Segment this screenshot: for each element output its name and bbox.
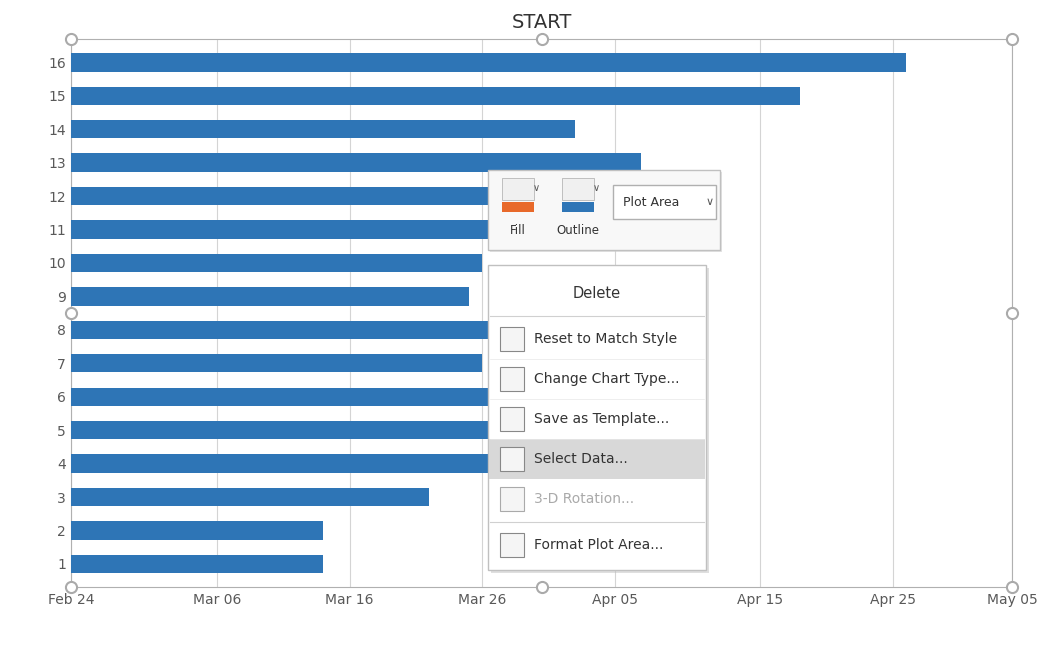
FancyBboxPatch shape <box>500 367 524 391</box>
FancyBboxPatch shape <box>500 327 524 351</box>
FancyBboxPatch shape <box>500 407 524 431</box>
FancyBboxPatch shape <box>500 447 524 471</box>
Text: Change Chart Type...: Change Chart Type... <box>534 372 680 386</box>
FancyBboxPatch shape <box>488 265 706 570</box>
Text: Reset to Match Style: Reset to Match Style <box>534 332 677 346</box>
FancyBboxPatch shape <box>490 172 722 252</box>
Bar <box>71 521 324 540</box>
Bar <box>71 254 482 272</box>
Title: START: START <box>512 13 572 32</box>
Bar <box>71 86 800 105</box>
Text: Select Data...: Select Data... <box>534 452 627 466</box>
Text: 3-D Rotation...: 3-D Rotation... <box>534 492 634 506</box>
Bar <box>71 321 641 339</box>
FancyBboxPatch shape <box>502 178 534 200</box>
Text: ∨: ∨ <box>533 183 539 193</box>
Bar <box>71 53 906 71</box>
FancyBboxPatch shape <box>562 178 594 200</box>
FancyBboxPatch shape <box>562 202 594 212</box>
FancyBboxPatch shape <box>500 533 524 557</box>
FancyBboxPatch shape <box>488 170 720 250</box>
FancyBboxPatch shape <box>491 268 709 573</box>
Text: ∨: ∨ <box>593 183 599 193</box>
Bar <box>71 187 641 205</box>
Text: Plot Area: Plot Area <box>623 195 679 208</box>
Bar <box>71 221 641 239</box>
Bar <box>71 454 509 473</box>
Bar <box>71 387 509 406</box>
FancyBboxPatch shape <box>613 185 716 219</box>
Bar <box>71 555 324 573</box>
Text: Delete: Delete <box>573 286 621 300</box>
FancyBboxPatch shape <box>500 487 524 511</box>
Bar <box>71 288 469 306</box>
Text: Format Plot Area...: Format Plot Area... <box>534 538 663 552</box>
FancyBboxPatch shape <box>489 439 705 479</box>
Text: ∨: ∨ <box>706 197 714 207</box>
Text: Fill: Fill <box>510 223 526 236</box>
Bar <box>71 421 522 439</box>
Bar <box>71 354 482 373</box>
Text: Save as Template...: Save as Template... <box>534 412 669 426</box>
Bar <box>71 488 429 506</box>
Bar <box>71 120 575 138</box>
Text: Outline: Outline <box>556 223 599 236</box>
Bar <box>71 153 641 172</box>
FancyBboxPatch shape <box>502 202 534 212</box>
